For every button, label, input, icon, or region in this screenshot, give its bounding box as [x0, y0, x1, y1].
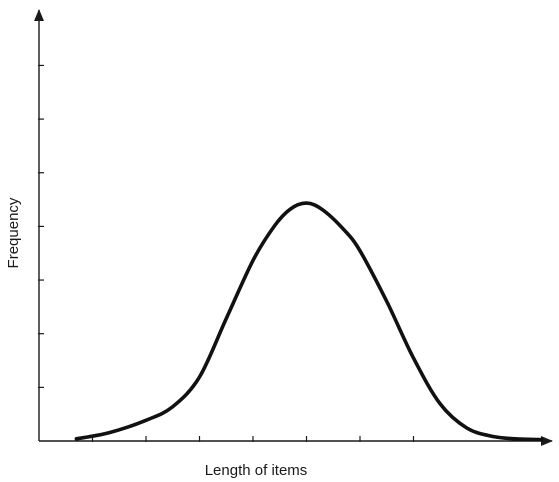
y-axis-ticks [38, 64, 44, 388]
y-axis-label: Frequency [5, 197, 22, 268]
x-axis-label: Length of items [205, 462, 308, 479]
frequency-curve [74, 201, 544, 442]
axes [34, 9, 553, 446]
